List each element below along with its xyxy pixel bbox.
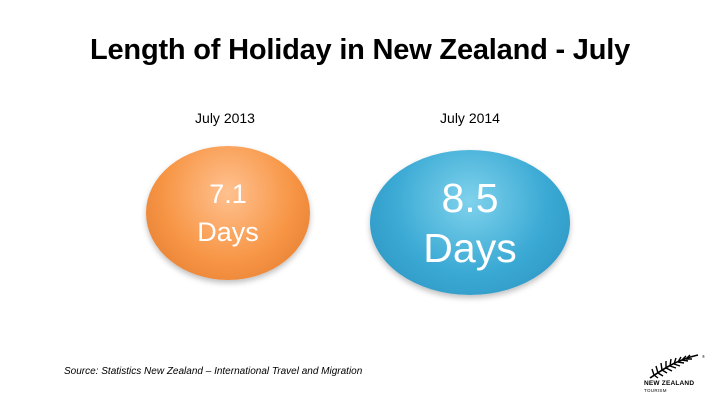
value-bubble-2013: 7.1 Days <box>146 146 310 280</box>
slide-title: Length of Holiday in New Zealand - July <box>89 34 631 66</box>
silver-fern-icon: ® <box>649 354 705 379</box>
logo-wordmark: NEW ZEALAND <box>644 380 695 387</box>
new-zealand-logo: ® NEW ZEALAND TOURISM <box>644 352 706 400</box>
svg-text:®: ® <box>702 354 705 359</box>
bubble-unit: Days <box>197 217 259 247</box>
source-note: Source: Statistics New Zealand – Interna… <box>64 366 363 377</box>
value-bubble-2014: 8.5 Days <box>370 150 570 295</box>
bubble-unit: Days <box>423 224 517 271</box>
column-label-2013: July 2013 <box>195 110 255 126</box>
bubble-value: 7.1 <box>209 179 247 209</box>
bubble-value: 8.5 <box>441 174 499 221</box>
column-label-2014: July 2014 <box>440 110 500 126</box>
logo-subtext: TOURISM <box>644 388 667 393</box>
